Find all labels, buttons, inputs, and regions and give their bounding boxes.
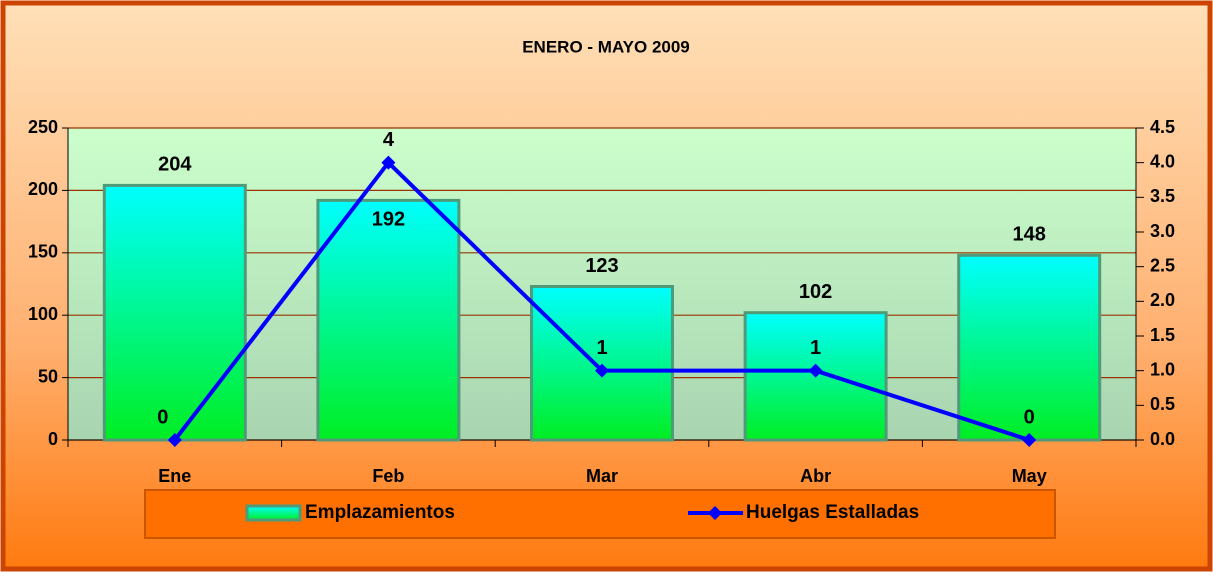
y2-tick-label: 0.5 [1150,394,1175,414]
x-tick-label: May [1012,466,1047,486]
y2-tick-label: 0.0 [1150,429,1175,449]
bar [957,253,1102,442]
y-tick-label: 200 [28,179,58,199]
bar [530,284,674,442]
data-label: 4 [383,129,395,151]
chart-title: ENERO - MAYO 2009 [522,37,690,56]
data-label: 1 [596,337,607,359]
legend-label: Huelgas Estalladas [746,502,919,523]
y-tick-label: 250 [28,117,58,137]
y2-tick-label: 2.0 [1150,290,1175,310]
y2-tick-label: 4.5 [1150,117,1175,137]
data-label: 1 [810,337,821,359]
data-label: 0 [1024,406,1035,428]
y2-tick-label: 3.5 [1150,186,1175,206]
data-label: 204 [158,154,192,176]
y-tick-label: 50 [38,366,58,386]
x-tick-label: Ene [158,466,191,486]
marker [381,155,396,170]
marker [808,363,823,378]
y2-tick-label: 2.5 [1150,255,1175,275]
legend-label: Emplazamientos [305,502,455,523]
data-label: 102 [799,281,832,303]
x-tick-label: Mar [586,466,618,486]
bar [316,198,461,442]
marker [167,433,182,447]
data-label: 123 [585,255,618,277]
data-label: 0 [157,406,168,428]
data-label: 148 [1013,224,1046,246]
data-label: 192 [372,209,405,231]
marker [1022,433,1037,447]
bar [743,311,888,442]
y2-tick-label: 1.0 [1150,359,1175,379]
bar [102,183,247,442]
x-tick-label: Feb [372,466,404,486]
legend-marker [708,506,722,520]
y2-tick-label: 1.5 [1150,325,1175,345]
x-tick-label: Abr [800,466,831,486]
y2-tick-label: 3.0 [1150,221,1175,241]
marker [595,363,609,378]
y-tick-label: 0 [48,429,58,449]
y-tick-label: 100 [28,304,58,324]
y2-tick-label: 4.0 [1150,151,1175,171]
legend-swatch [245,504,302,522]
y-tick-label: 150 [28,242,58,262]
